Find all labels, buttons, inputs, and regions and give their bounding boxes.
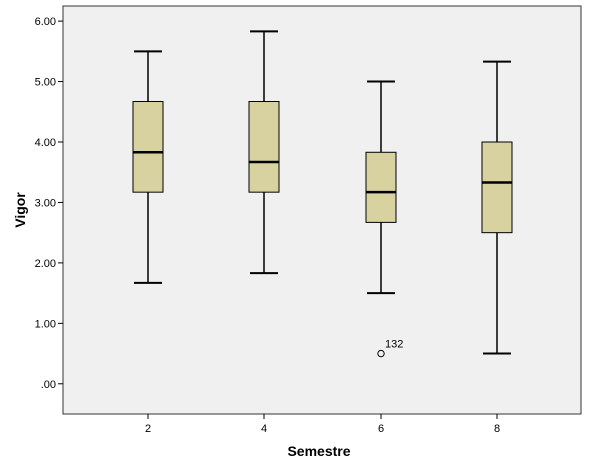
iqr-box <box>248 101 280 193</box>
boxes: 132 <box>132 30 513 358</box>
x-axis: 2 4 6 8 <box>145 414 500 435</box>
box-group <box>132 50 164 284</box>
y-tick-label: 6.00 <box>35 16 56 28</box>
x-axis-title: Semestre <box>287 443 350 459</box>
iqr-box <box>132 101 164 193</box>
y-tick-label: 3.00 <box>35 197 56 209</box>
iqr-box <box>481 141 513 234</box>
box-group: 132 <box>365 80 403 358</box>
y-axis-title: Vigor <box>12 192 28 228</box>
x-tick-label: 6 <box>378 423 384 435</box>
y-tick-label: 4.00 <box>35 137 56 149</box>
x-tick-label: 4 <box>261 423 267 435</box>
y-tick-label: .00 <box>41 379 56 391</box>
box-group <box>481 60 513 355</box>
outlier-point <box>377 349 385 358</box>
box-group <box>248 30 280 275</box>
iqr-box <box>365 151 397 223</box>
y-tick-label: 2.00 <box>35 258 56 270</box>
y-axis: .00 1.00 2.00 3.00 4.00 5.00 6.00 <box>35 16 63 391</box>
y-tick-label: 5.00 <box>35 77 56 89</box>
x-tick-label: 8 <box>494 423 500 435</box>
x-tick-label: 2 <box>145 423 151 435</box>
y-tick-label: 1.00 <box>35 318 56 330</box>
outlier-label: 132 <box>385 339 403 351</box>
